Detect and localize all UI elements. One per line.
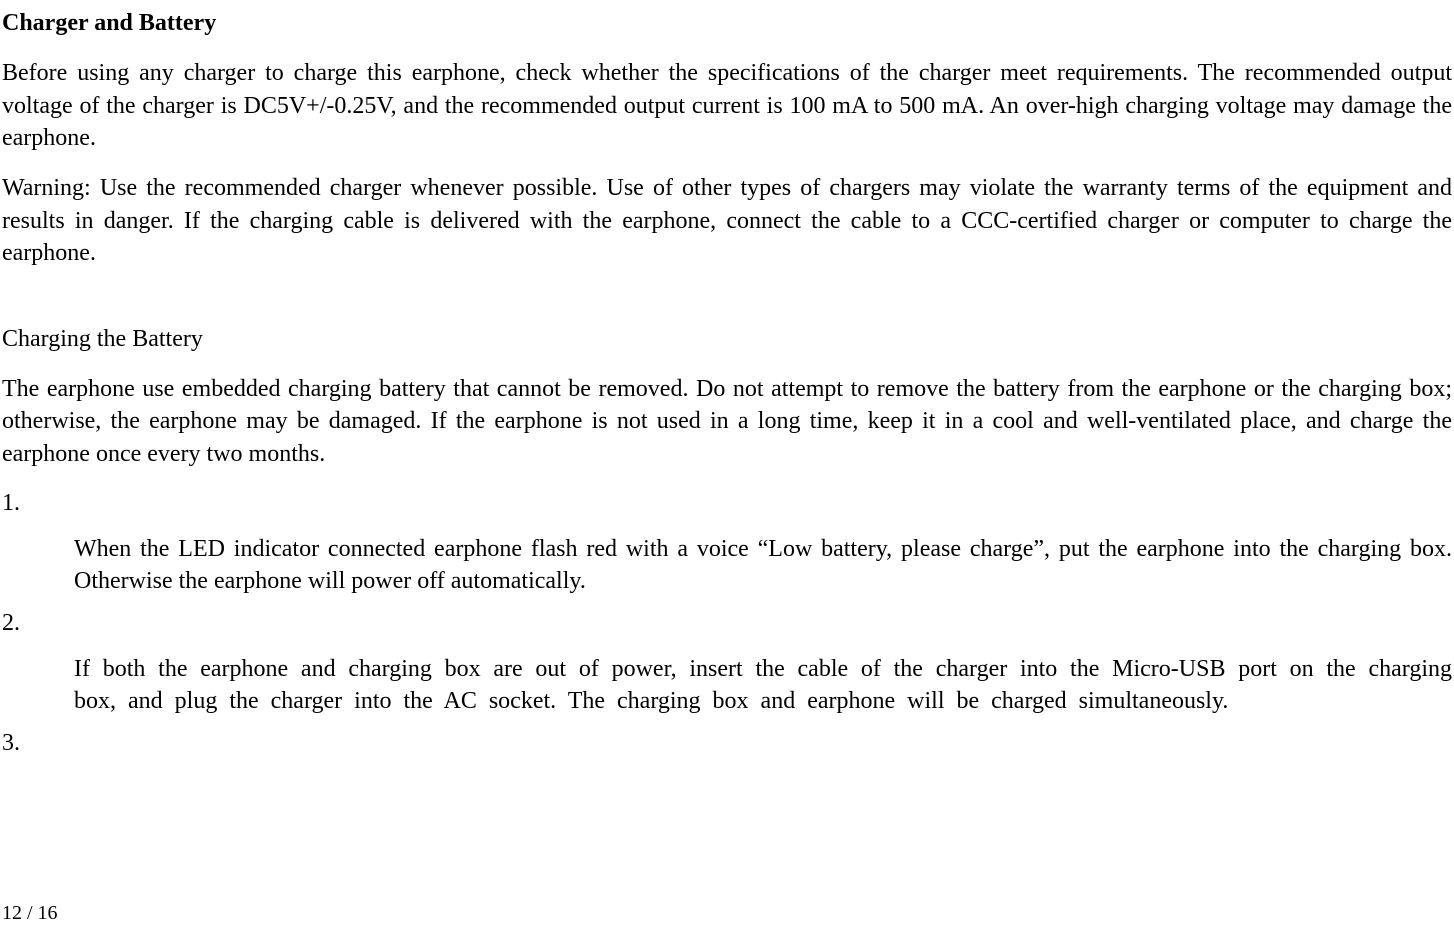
paragraph-battery-intro: The earphone use embedded charging batte… [2,373,1452,470]
subsection-heading: Charging the Battery [2,324,1452,355]
section-heading: Charger and Battery [2,8,1452,39]
page-number: 12 / 16 [2,900,58,926]
list-number-1: 1. [2,488,1452,519]
paragraph-warning: Warning: Use the recommended charger whe… [2,172,1452,269]
list-number-3: 3. [2,728,1452,759]
list-item-1: When the LED indicator connected earphon… [74,533,1452,598]
list-number-2: 2. [2,608,1452,639]
paragraph-charger-spec: Before using any charger to charge this … [2,57,1452,154]
list-item-2: If both the earphone and charging box ar… [74,653,1452,718]
